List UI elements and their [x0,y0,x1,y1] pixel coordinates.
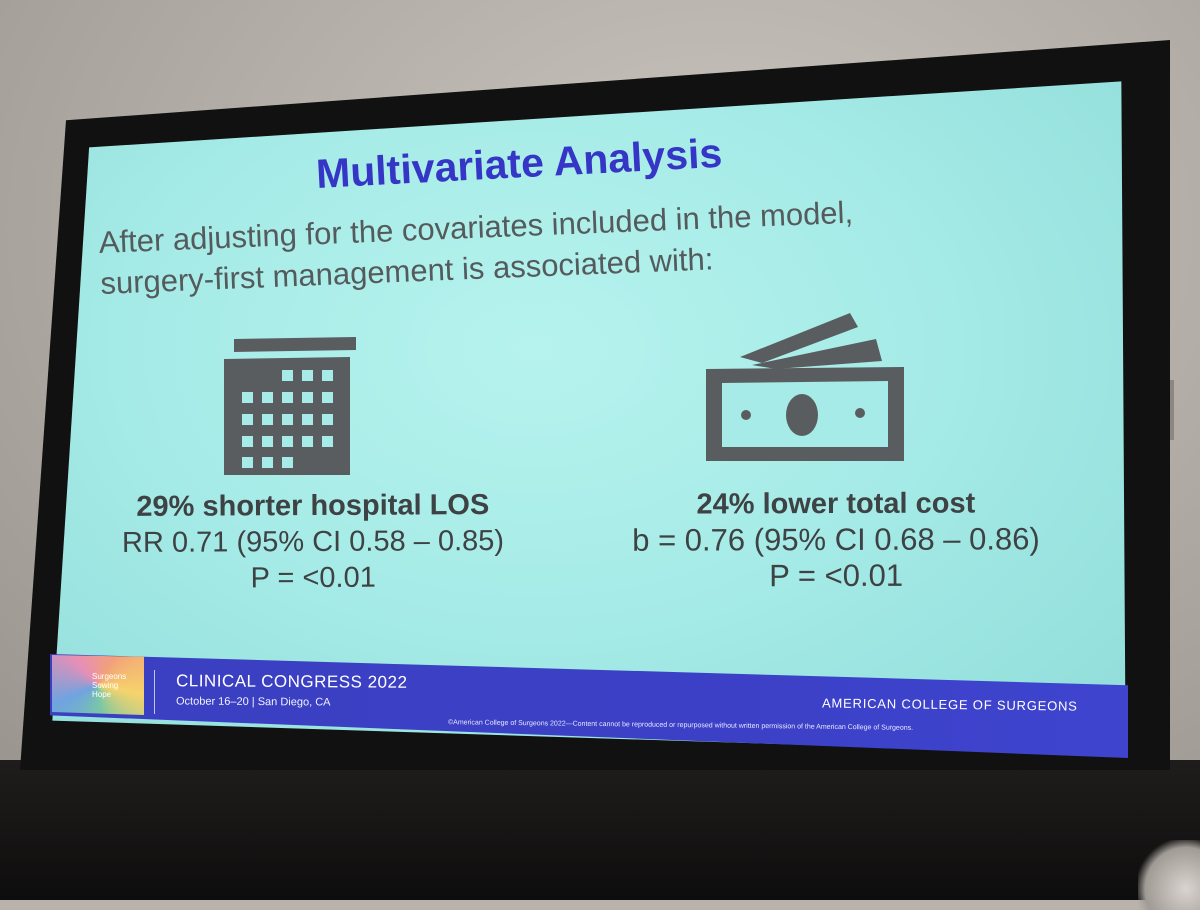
calendar-top-bar [234,337,356,352]
congress-artwork [52,655,144,715]
money-icon [706,313,904,461]
banknote-back-2 [752,339,882,369]
banknote-back-1 [740,313,858,363]
cost-headline: 24% lower total cost [696,487,976,521]
cost-p-value: P = <0.01 [769,557,904,594]
calendar-grid [242,370,333,468]
los-headline: 29% shorter hospital LOS [136,489,490,523]
congress-dates: October 16–20 | San Diego, CA [175,695,331,709]
audience-foreground [0,760,1200,900]
audience-head [1138,840,1200,910]
los-p-value: P = <0.01 [250,561,376,595]
footer-divider [154,670,155,714]
organization-name: AMERICAN COLLEGE OF SURGEONS [821,695,1078,714]
los-stat-block: 29% shorter hospital LOS RR 0.71 (95% CI… [88,487,539,597]
congress-name: CLINICAL CONGRESS 2022 [175,671,408,692]
cost-stat-block: 24% lower total cost b = 0.76 (95% CI 0.… [566,485,1106,595]
calendar-icon [224,337,356,475]
los-ratio: RR 0.71 (95% CI 0.58 – 0.85) [121,525,505,559]
artwork-tagline: Surgeons Sowing Hope [92,672,127,699]
cost-coefficient: b = 0.76 (95% CI 0.68 – 0.86) [632,521,1040,558]
